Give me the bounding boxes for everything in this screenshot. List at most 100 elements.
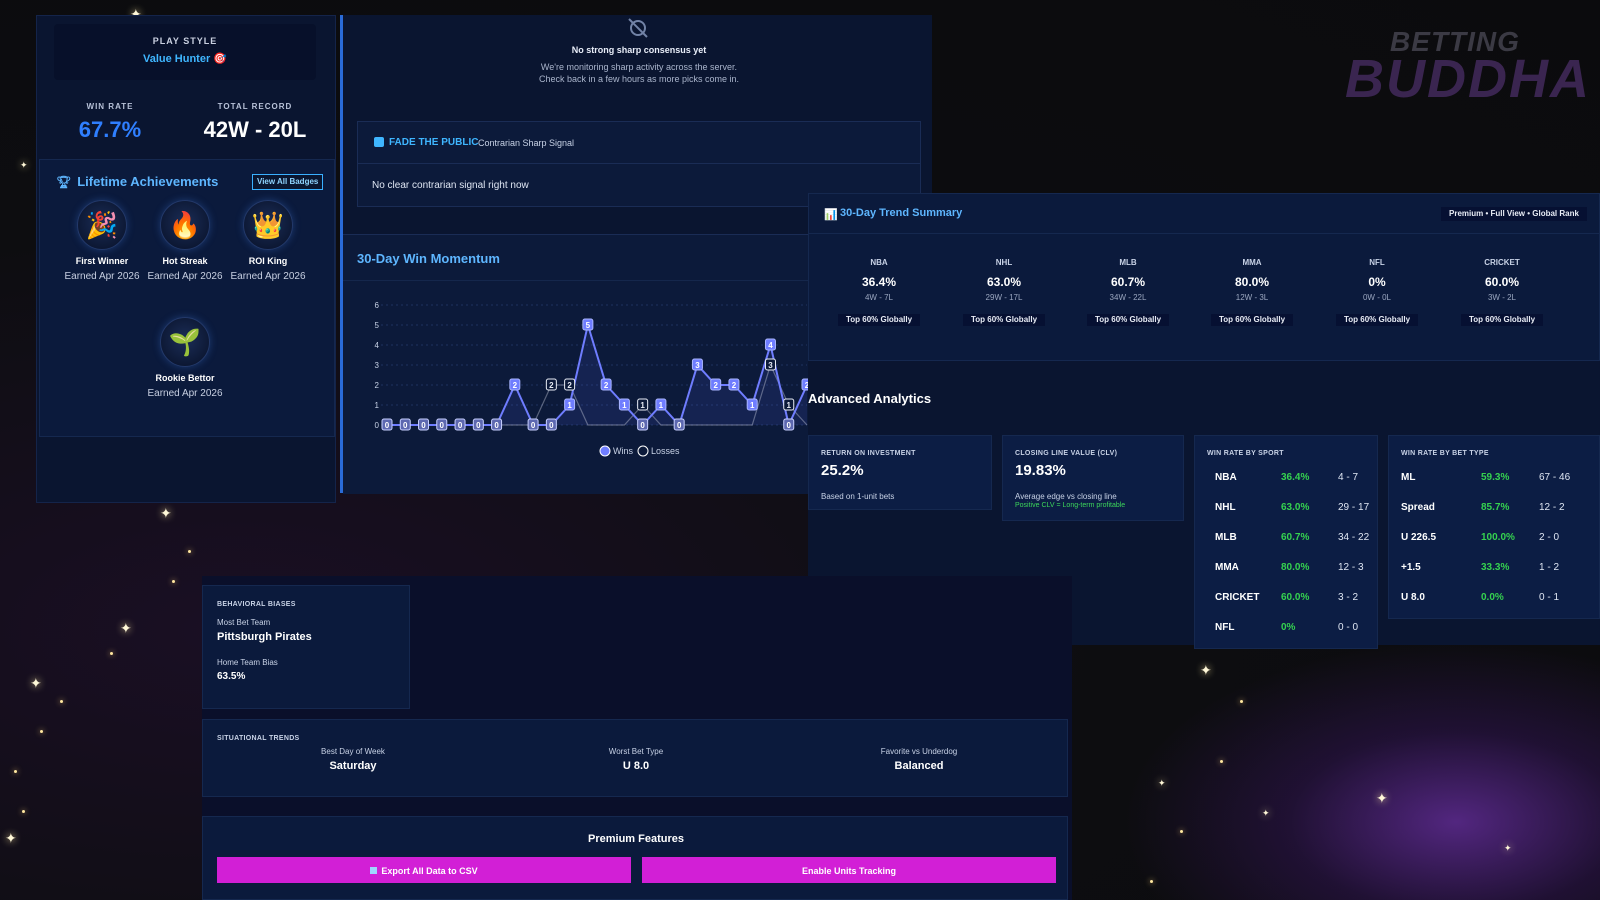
win-point-label: 2 [805, 381, 810, 390]
bet-type-pct: 100.0% [1481, 532, 1515, 543]
loss-point-marker [783, 398, 795, 411]
view-all-badges-button[interactable]: View All Badges [252, 174, 324, 190]
sport-record: 3W - 2L [1487, 293, 1516, 302]
play-style-label: PLAY STYLE [152, 36, 218, 46]
sport-name: MLB [1215, 532, 1237, 543]
sport-pct: 80.0% [1281, 562, 1310, 573]
bet-type-name: +1.5 [1401, 562, 1421, 573]
worst-bet-type-stat: Worst Bet Type U 8.0 [536, 747, 736, 772]
clv-label: CLOSING LINE VALUE (CLV) [1015, 450, 1118, 457]
advanced-analytics-title: Advanced Analytics [808, 391, 932, 406]
global-rank-badge: Top 60% Globally [962, 314, 1046, 326]
glitter-decoration [172, 580, 175, 583]
roi-note: Based on 1-unit bets [821, 492, 895, 501]
sport-name: NFL [1215, 622, 1235, 633]
win-point-label: 3 [695, 361, 700, 370]
bet-type-row: U 226.5 100.0% 2 - 0 [1389, 532, 1599, 552]
bet-type-name: U 226.5 [1401, 532, 1437, 543]
fade-the-public-card: FADE THE PUBLIC Contrarian Sharp Signal … [357, 121, 921, 207]
profile-panel: PLAY STYLE Value Hunter 🎯 WIN RATE 67.7%… [36, 15, 336, 503]
consensus-message: We're monitoring sharp activity across t… [343, 61, 935, 85]
sport-pct: 0% [1281, 622, 1296, 633]
total-record-label: TOTAL RECORD [217, 102, 293, 111]
sport-pct: 36.4% [861, 275, 897, 289]
loss-point-label: 2 [549, 381, 554, 390]
badge-rookie-bettor[interactable]: 🌱 Rookie Bettor Earned Apr 2026 [145, 317, 225, 401]
zero-point-marker [454, 418, 466, 431]
analytics-panel: 📊 30-Day Trend Summary Premium • Full Vi… [808, 193, 1600, 649]
zero-point-label: 0 [421, 421, 426, 430]
most-bet-team-label: Most Bet Team [217, 618, 271, 627]
win-point-label: 1 [622, 401, 627, 410]
sparkle-decoration: ✦ [1376, 790, 1388, 806]
seedling-icon: 🌱 [160, 317, 210, 367]
sport-pct: 80.0% [1234, 275, 1270, 289]
sport-record: 12 - 3 [1338, 562, 1364, 573]
fade-subtitle: Contrarian Sharp Signal [478, 138, 575, 148]
y-tick-label: 0 [375, 421, 380, 430]
global-rank-badge: Top 60% Globally [837, 314, 921, 326]
bet-type-name: U 8.0 [1401, 592, 1425, 603]
sport-name: NHL [995, 258, 1013, 267]
win-point-label: 2 [513, 381, 518, 390]
badge-roi-king[interactable]: 👑 ROI King Earned Apr 2026 [228, 200, 308, 284]
glitter-decoration [40, 730, 43, 733]
export-csv-button[interactable]: Export All Data to CSV [217, 857, 631, 883]
trend-sport-nba: NBA 36.4% 4W - 7L Top 60% Globally [824, 258, 934, 327]
party-popper-icon: 🎉 [77, 200, 127, 250]
bet-type-pct: 59.3% [1481, 472, 1510, 483]
loss-point-label: 3 [768, 361, 773, 370]
fav-label: Favorite vs Underdog [880, 747, 958, 756]
zero-point-marker [545, 418, 557, 431]
bet-type-row: Spread 85.7% 12 - 2 [1389, 502, 1599, 522]
badge-earned: Earned Apr 2026 [64, 271, 140, 282]
enable-units-button[interactable]: Enable Units Tracking [642, 857, 1056, 883]
zero-point-label: 0 [458, 421, 463, 430]
clv-card: CLOSING LINE VALUE (CLV) 19.83% Average … [1002, 435, 1184, 521]
y-tick-label: 5 [375, 321, 380, 330]
win-point-marker [582, 318, 594, 331]
sport-pct: 60.7% [1281, 532, 1310, 543]
crown-icon: 👑 [243, 200, 293, 250]
sport-record: 0W - 0L [1362, 293, 1391, 302]
sport-record: 29W - 17L [985, 293, 1023, 302]
bet-type-name: Spread [1401, 502, 1435, 513]
sparkle-decoration: ✦ [1200, 662, 1212, 678]
achievements-title: Lifetime Achievements [77, 174, 219, 189]
global-rank-badge: Top 60% Globally [1210, 314, 1294, 326]
zero-point-marker [491, 418, 503, 431]
sport-record: 4 - 7 [1338, 472, 1359, 483]
roi-card: RETURN ON INVESTMENT 25.2% Based on 1-un… [808, 435, 992, 510]
trophy-icon: 🏆︎ [56, 175, 72, 189]
sport-record: 4W - 7L [864, 293, 893, 302]
worst-type-value: U 8.0 [622, 760, 650, 772]
loss-point-marker [564, 378, 576, 391]
sport-row: MLB 60.7% 34 - 22 [1195, 532, 1377, 552]
badge-name: Rookie Bettor [155, 373, 215, 383]
global-rank-badge: Top 60% Globally [1086, 314, 1170, 326]
premium-title: Premium Features [588, 833, 684, 845]
badge-hot-streak[interactable]: 🔥 Hot Streak Earned Apr 2026 [145, 200, 225, 284]
glitter-decoration [14, 770, 17, 773]
loss-point-marker [764, 358, 776, 371]
zero-point-marker [472, 418, 484, 431]
fav-vs-underdog-stat: Favorite vs Underdog Balanced [819, 747, 1019, 772]
zero-point-marker [637, 418, 649, 431]
best-day-stat: Best Day of Week Saturday [253, 747, 453, 772]
fade-title: FADE THE PUBLIC [389, 137, 479, 148]
zero-point-label: 0 [640, 421, 645, 430]
consensus-title: No strong sharp consensus yet [571, 45, 707, 55]
download-icon [370, 867, 378, 874]
badge-earned: Earned Apr 2026 [230, 271, 306, 282]
badge-name: ROI King [248, 256, 288, 266]
premium-badge: Premium • Full View • Global Rank [1441, 207, 1587, 221]
glitter-decoration [22, 810, 25, 813]
legend-losses-label: Losses [651, 446, 680, 456]
sport-name: NHL [1215, 502, 1236, 513]
sport-name: CRICKET [1484, 258, 1520, 267]
badge-first-winner[interactable]: 🎉 First Winner Earned Apr 2026 [62, 200, 142, 284]
sport-record: 34W - 22L [1109, 293, 1147, 302]
situational-title: SITUATIONAL TRENDS [217, 735, 300, 742]
by-sport-label: WIN RATE BY SPORT [1207, 450, 1284, 457]
